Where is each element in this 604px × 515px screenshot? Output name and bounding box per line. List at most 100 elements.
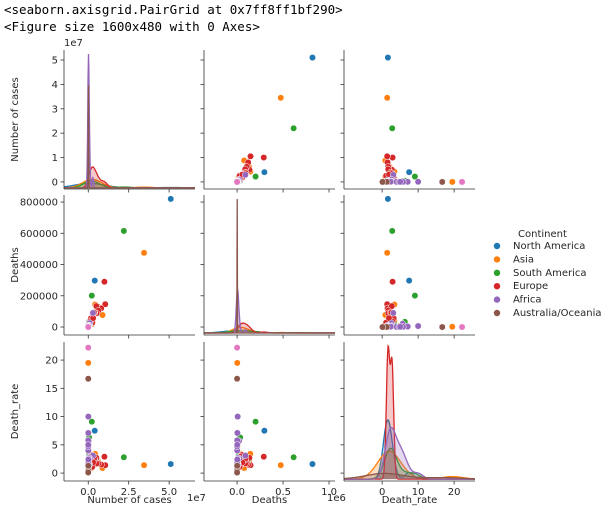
kde-line-Africa <box>64 53 195 189</box>
legend-entry: North America <box>513 241 585 252</box>
scatter-point <box>277 461 285 469</box>
scatter-point <box>84 344 92 352</box>
x-tick-label: 0.0 <box>80 487 96 498</box>
scatter-point <box>241 452 249 460</box>
legend-entry: South America <box>513 268 587 279</box>
scatter-point <box>396 178 404 186</box>
scatter-point <box>234 413 242 421</box>
scatter-point <box>448 323 456 331</box>
y-tick-label: 15 <box>45 384 58 395</box>
y-tick-label: 0 <box>52 469 58 480</box>
kde-line-Africa <box>344 426 475 480</box>
kde-line-Europe <box>344 344 475 480</box>
x-offset-cases: 1e7 <box>187 493 206 504</box>
y-tick-label: 1 <box>52 153 58 164</box>
scatter-point <box>233 441 241 449</box>
scatter-point <box>100 453 108 461</box>
scatter-point <box>84 429 92 437</box>
y-tick-label: 20 <box>45 356 58 367</box>
legend-marker <box>493 309 501 317</box>
panel-deaths-vs-cases: 0 200000 400000 600000 800000 <box>20 195 195 339</box>
scatter-point <box>84 462 92 470</box>
kde-line-Australia/Oceania <box>64 85 195 189</box>
x-tick-label: 5.0 <box>161 487 177 498</box>
y-offset-cases: 1e7 <box>64 38 83 49</box>
scatter-point <box>233 429 241 437</box>
scatter-point <box>120 227 128 235</box>
scatter-point <box>458 323 466 331</box>
legend-marker <box>493 269 501 276</box>
scatter-point <box>84 323 92 331</box>
scatter-point <box>388 124 396 132</box>
x-tick-label: 0 <box>379 487 385 498</box>
panel-death_rate-vs-cases: 0 5 10 15 20 0.0 2.5 5.0 <box>45 342 195 498</box>
scatter-point <box>396 323 404 331</box>
y-tick-label: 600000 <box>20 229 58 240</box>
scatter-point <box>233 359 241 367</box>
scatter-point <box>167 195 175 203</box>
kde-line-Australia/Oceania <box>344 472 475 480</box>
panel-cases-vs-death_rate <box>340 50 475 193</box>
y-tick-label: 5 <box>52 440 58 451</box>
scatter-point <box>233 344 241 352</box>
y-tick-label: 0 <box>52 323 58 334</box>
scatter-point <box>414 322 422 330</box>
output-line-repr: <seaborn.axisgrid.PairGrid at 0x7ff8ff1b… <box>4 2 343 17</box>
panel-cases-vs-cases: 0 1 2 3 4 5 <box>52 50 195 193</box>
y-tick-label: 2 <box>52 129 58 140</box>
scatter-point <box>260 427 268 435</box>
y-axis-label-death_rate: Death_rate <box>10 384 21 440</box>
kde-fill-Asia <box>64 179 195 188</box>
legend-marker <box>493 242 501 250</box>
y-tick-label: 5 <box>52 55 58 66</box>
scatter-point <box>379 178 386 186</box>
scatter-point <box>252 173 260 181</box>
scatter-point <box>100 278 108 286</box>
scatter-point <box>84 413 92 421</box>
scatter-point <box>101 300 109 308</box>
x-offset-deaths: 1e6 <box>327 493 346 504</box>
legend-entry: Europe <box>513 281 548 292</box>
scatter-point <box>389 309 397 317</box>
kde-fill-Europe <box>64 166 195 188</box>
legend-marker <box>493 296 501 303</box>
scatter-point <box>247 152 254 160</box>
y-tick-label: 3 <box>52 104 58 115</box>
scatter-point <box>384 195 392 203</box>
x-tick-label: 2.5 <box>121 487 137 498</box>
scatter-point <box>91 277 99 285</box>
scatter-point <box>252 418 260 426</box>
x-tick-label: 20 <box>448 487 461 498</box>
kde-fill-Africa <box>204 289 335 334</box>
panel-deaths-vs-death_rate <box>340 195 475 339</box>
kde-line-Africa <box>204 289 335 334</box>
scatter-point <box>438 178 446 186</box>
kde-fill-Europe <box>344 346 475 480</box>
panel-cases-vs-deaths <box>200 50 335 193</box>
scatter-point <box>89 309 97 317</box>
scatter-point <box>233 462 241 470</box>
y-tick-label: 200000 <box>20 291 58 302</box>
scatter-point <box>84 469 92 476</box>
scatter-point <box>88 292 96 300</box>
kde-fill-Australia/Oceania <box>204 199 335 334</box>
x-axis-label-cases: Number of cases <box>87 495 171 506</box>
scatter-point <box>405 168 413 176</box>
x-axis-label-death_rate: Death_rate <box>382 495 438 506</box>
scatter-point <box>233 375 241 383</box>
scatter-point <box>260 168 268 176</box>
kde-fill-Africa <box>64 54 195 188</box>
scatter-point <box>389 278 397 286</box>
scatter-point <box>379 323 386 331</box>
scatter-point <box>140 461 148 469</box>
x-tick-label: 10 <box>412 487 425 498</box>
scatter-point <box>383 249 391 257</box>
scatter-point <box>277 94 285 102</box>
y-axis-label-deaths: Deaths <box>10 247 21 282</box>
scatter-point <box>411 173 419 181</box>
kde-fill-North America <box>64 183 195 188</box>
legend-marker <box>493 256 501 263</box>
output-line-figure: <Figure size 1600x480 with 0 Axes> <box>4 19 260 34</box>
